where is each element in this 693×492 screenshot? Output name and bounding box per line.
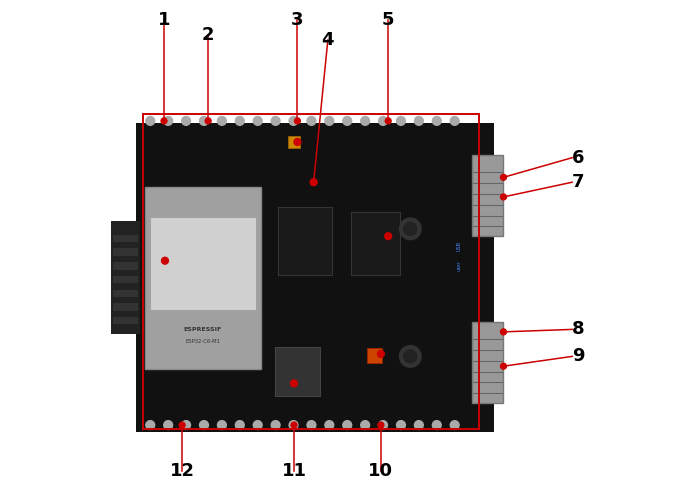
Circle shape	[404, 222, 416, 235]
Circle shape	[295, 118, 300, 124]
Text: 1: 1	[158, 11, 170, 30]
Bar	[472, 155, 504, 236]
Text: 3: 3	[291, 11, 304, 30]
Bar	[111, 221, 141, 334]
Circle shape	[385, 118, 391, 124]
Text: 5: 5	[382, 11, 394, 30]
Circle shape	[146, 421, 155, 430]
Bar	[150, 216, 256, 310]
Bar	[114, 304, 138, 311]
Circle shape	[399, 218, 421, 240]
Bar	[114, 248, 138, 256]
Text: 11: 11	[281, 461, 306, 480]
Bar	[275, 346, 319, 396]
Circle shape	[307, 421, 316, 430]
Bar	[288, 136, 300, 148]
Circle shape	[179, 422, 185, 428]
Bar	[146, 187, 261, 369]
Text: ESPRESSIF: ESPRESSIF	[184, 327, 222, 332]
Text: 9: 9	[572, 347, 585, 366]
Circle shape	[396, 421, 405, 430]
Bar	[114, 276, 138, 283]
Circle shape	[271, 421, 280, 430]
Circle shape	[500, 363, 507, 369]
Circle shape	[432, 117, 441, 125]
Circle shape	[289, 421, 298, 430]
Circle shape	[164, 117, 173, 125]
Circle shape	[310, 179, 317, 185]
Circle shape	[146, 117, 155, 125]
Bar	[114, 262, 138, 270]
Bar	[143, 114, 479, 429]
Text: UART: UART	[457, 260, 462, 271]
Circle shape	[500, 194, 507, 200]
Circle shape	[307, 117, 316, 125]
Circle shape	[404, 350, 416, 363]
Text: USB: USB	[457, 241, 462, 251]
Circle shape	[432, 421, 441, 430]
Bar	[136, 123, 493, 432]
Circle shape	[310, 179, 317, 185]
Text: 12: 12	[170, 461, 195, 480]
Circle shape	[291, 422, 297, 428]
Circle shape	[500, 329, 507, 335]
Text: 10: 10	[369, 461, 394, 480]
Circle shape	[205, 118, 211, 124]
Circle shape	[218, 421, 227, 430]
Circle shape	[161, 257, 168, 264]
Circle shape	[182, 117, 191, 125]
Circle shape	[396, 117, 405, 125]
Circle shape	[378, 422, 384, 428]
Circle shape	[325, 117, 334, 125]
Text: 7: 7	[572, 173, 585, 191]
Circle shape	[378, 350, 385, 357]
Circle shape	[385, 233, 392, 240]
Circle shape	[414, 421, 423, 430]
Circle shape	[361, 117, 369, 125]
Circle shape	[289, 117, 298, 125]
Circle shape	[271, 117, 280, 125]
Bar	[367, 348, 382, 363]
Circle shape	[236, 117, 244, 125]
Text: 2: 2	[202, 26, 214, 44]
Circle shape	[450, 117, 459, 125]
Circle shape	[253, 421, 262, 430]
Text: 6: 6	[572, 149, 585, 167]
Circle shape	[218, 117, 227, 125]
Text: 8: 8	[572, 320, 585, 338]
Text: 4: 4	[322, 31, 334, 49]
Circle shape	[182, 421, 191, 430]
Circle shape	[378, 421, 387, 430]
Circle shape	[236, 421, 244, 430]
Bar	[114, 235, 138, 242]
Circle shape	[161, 118, 167, 124]
Circle shape	[200, 117, 209, 125]
Circle shape	[378, 117, 387, 125]
Circle shape	[343, 421, 351, 430]
Circle shape	[253, 117, 262, 125]
Bar	[351, 212, 401, 276]
Circle shape	[200, 421, 209, 430]
Circle shape	[325, 421, 334, 430]
Circle shape	[399, 345, 421, 367]
Circle shape	[361, 421, 369, 430]
Bar	[278, 207, 332, 276]
Circle shape	[294, 139, 301, 146]
Circle shape	[290, 380, 297, 387]
Text: ESP32-C6-M1: ESP32-C6-M1	[186, 339, 220, 344]
Circle shape	[500, 174, 507, 180]
Circle shape	[343, 117, 351, 125]
Bar	[114, 290, 138, 297]
Bar	[472, 322, 504, 403]
Circle shape	[164, 421, 173, 430]
Circle shape	[450, 421, 459, 430]
Bar	[114, 317, 138, 325]
Circle shape	[414, 117, 423, 125]
